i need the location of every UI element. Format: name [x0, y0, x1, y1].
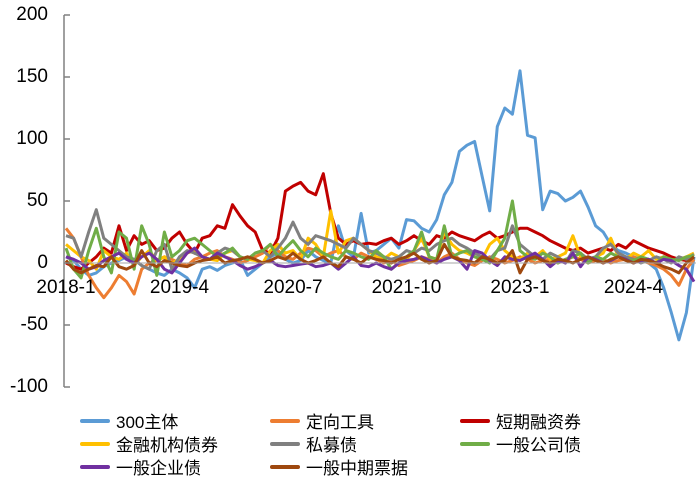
- y-axis: [63, 14, 696, 388]
- x-tick-label: 2024-4: [603, 277, 664, 298]
- y-tick-label: 0: [37, 252, 48, 273]
- x-tick-label: 2018-1: [36, 277, 96, 298]
- legend-swatch: [80, 418, 110, 423]
- y-tick-label: -100: [9, 376, 48, 397]
- legend-swatch: [80, 441, 110, 446]
- series-line-5: [64, 199, 695, 280]
- legend-item-mtn: 一般中期票据: [270, 454, 408, 479]
- legend-item-corporate-bond: 一般公司债: [460, 431, 581, 456]
- legend-label: 金融机构债券: [116, 436, 218, 455]
- legend-swatch: [270, 418, 300, 423]
- legend-item-private: 私募债: [270, 431, 357, 456]
- y-tick-label: 150: [16, 66, 48, 87]
- line-chart: [63, 14, 696, 388]
- legend-label: 一般企业债: [116, 459, 201, 478]
- legend-swatch: [460, 418, 490, 423]
- series-line-0: [65, 69, 696, 342]
- legend-label: 一般公司债: [496, 436, 581, 455]
- y-tick-label: 200: [16, 4, 48, 25]
- legend-item-enterprise-bond: 一般企业债: [80, 454, 201, 479]
- y-tick-label: -50: [20, 314, 48, 335]
- legend-label: 一般中期票据: [306, 459, 408, 478]
- legend-item-directional: 定向工具: [270, 408, 374, 433]
- series-line-2: [65, 172, 695, 271]
- legend-label: 私募债: [306, 436, 357, 455]
- y-tick-label: 50: [26, 190, 48, 211]
- legend-label: 短期融资券: [496, 413, 581, 432]
- x-tick-label: 2021-10: [371, 277, 442, 298]
- legend-label: 定向工具: [306, 413, 374, 432]
- x-tick-label: 2023-1: [490, 277, 550, 298]
- legend-label: 300主体: [116, 413, 179, 432]
- legend-swatch: [270, 441, 300, 446]
- x-tick-label: 2020-7: [263, 277, 323, 298]
- series-layer: [64, 69, 696, 342]
- legend-swatch: [80, 464, 110, 469]
- legend-item-financial: 金融机构债券: [80, 431, 218, 456]
- legend-item-300: 300主体: [80, 408, 178, 433]
- legend-item-short-term: 短期融资券: [460, 408, 581, 433]
- x-tick-label: 2019-4: [149, 277, 210, 298]
- legend-swatch: [270, 464, 300, 469]
- y-tick-label: 100: [16, 128, 48, 149]
- legend-swatch: [460, 441, 490, 446]
